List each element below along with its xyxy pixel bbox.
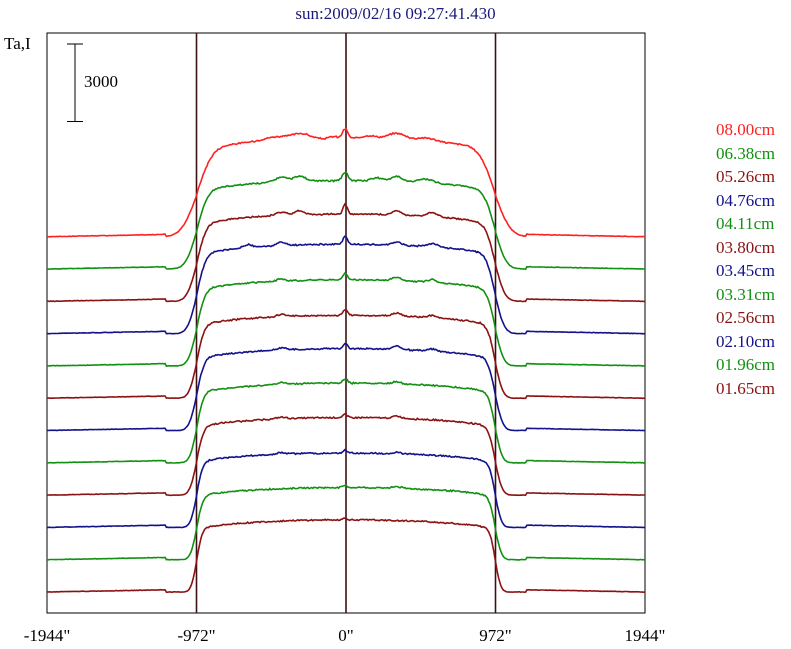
- x-tick-label-2: 0": [338, 626, 354, 645]
- legend-item-06.38cm: 06.38cm: [716, 143, 776, 163]
- series-line-03.31cm: [46, 378, 646, 464]
- legend-item-01.96cm: 01.96cm: [716, 355, 776, 374]
- x-tick-label-0: -1944": [23, 626, 71, 645]
- legend-item-01.65cm: 01.65cm: [716, 378, 776, 398]
- series-line-01.65cm: [46, 517, 646, 594]
- x-tick-label-1: -972": [177, 626, 216, 645]
- series-line-01.96cm: [47, 483, 646, 561]
- legend-item-03.80cm: 03.80cm: [716, 237, 776, 257]
- series-line-02.56cm: [46, 412, 646, 497]
- series-line-08.00cm: [46, 127, 646, 238]
- scale-bar-label: 3000: [84, 72, 118, 91]
- series-line-03.80cm: [46, 308, 645, 400]
- y-axis-label: Ta,I: [4, 34, 31, 53]
- series-line-04.11cm: [46, 272, 646, 368]
- legend-item-02.56cm: 02.56cm: [716, 308, 776, 327]
- legend: 08.00cm 06.38cm 05.26cm 04.76cm 04.11cm 03.80…: [716, 118, 775, 400]
- legend-item-03.31cm: 03.31cm: [716, 284, 776, 304]
- legend-item-04.11cm: 04.11cm: [716, 214, 775, 233]
- series-line-04.76cm: [46, 235, 646, 335]
- legend-item-04.76cm: 04.76cm: [716, 190, 776, 210]
- series-line-03.45cm: [47, 342, 645, 432]
- x-tick-label-4: 1944": [624, 626, 666, 645]
- chart-title: sun:2009/02/16 09:27:41.430: [295, 4, 496, 23]
- series-line-05.26cm: [47, 202, 646, 303]
- series-line-06.38cm: [46, 171, 646, 271]
- legend-item-02.10cm: 02.10cm: [716, 331, 776, 351]
- legend-item-03.45cm: 03.45cm: [716, 261, 776, 280]
- scale-bar: [67, 43, 83, 123]
- x-tick-label-3: 972": [479, 626, 512, 645]
- legend-item-05.26cm: 05.26cm: [716, 167, 776, 186]
- legend-item-08.00cm: 08.00cm: [716, 120, 776, 139]
- series-line-02.10cm: [46, 448, 646, 529]
